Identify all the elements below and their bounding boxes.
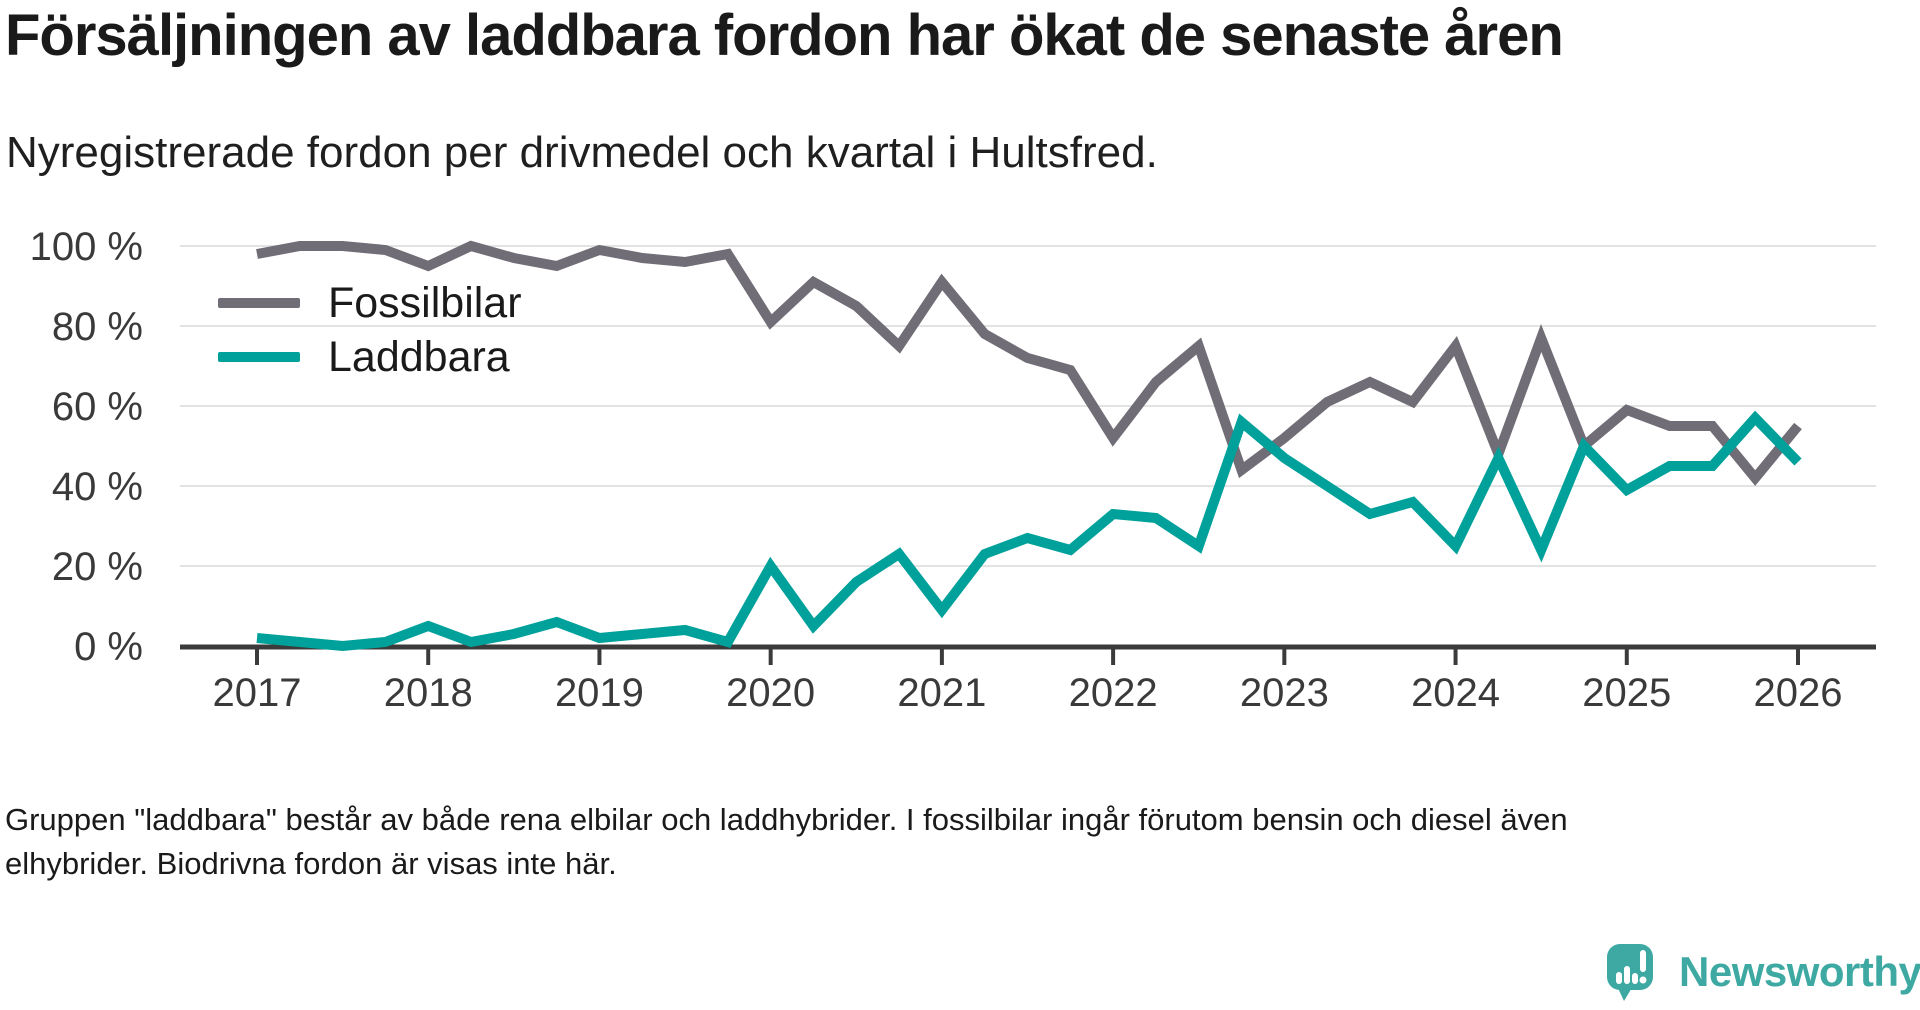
x-tick-label: 2025 [1582,671,1671,715]
series-line-fossil [256,240,1802,486]
x-tick-label: 2021 [897,671,986,715]
y-tick-label: 100 % [30,225,143,269]
footnote-line-1: Gruppen "laddbara" består av både rena e… [5,802,1568,837]
x-tick-label: 2026 [1754,671,1843,715]
chart-subtitle: Nyregistrerade fordon per drivmedel och … [6,128,1158,177]
y-tick-label: 60 % [52,385,143,429]
legend-label-laddbara: Laddbara [328,335,524,379]
x-tick-label: 2019 [555,671,644,715]
newsworthy-logo-icon [1607,944,1653,1001]
footnote: Gruppen "laddbara" består av både rena e… [5,798,1568,886]
x-tick-label: 2023 [1240,671,1329,715]
legend-item-fossilbilar: Fossilbilar [218,281,536,325]
newsworthy-logo: Newsworthy [1605,942,1920,1002]
laddbara-swatch-icon [218,352,300,362]
fossilbilar-swatch-icon [218,298,300,308]
x-tick-label: 2020 [726,671,815,715]
y-tick-label: 20 % [52,545,143,589]
x-tick-label: 2018 [384,671,473,715]
legend-item-laddbara: Laddbara [218,335,524,379]
footnote-line-2: elhybrider. Biodrivna fordon är visas in… [5,846,617,881]
y-tick-label: 80 % [52,305,143,349]
chart-title: Försäljningen av laddbara fordon har öka… [5,3,1564,68]
y-tick-label: 0 % [74,625,143,669]
x-tick-label: 2017 [213,671,302,715]
legend-label-fossilbilar: Fossilbilar [328,281,536,325]
series-line-laddbara [256,410,1802,652]
x-tick-label: 2024 [1411,671,1500,715]
y-tick-label: 40 % [52,465,143,509]
newsworthy-logo-text: Newsworthy [1679,948,1920,995]
x-tick-label: 2022 [1069,671,1158,715]
